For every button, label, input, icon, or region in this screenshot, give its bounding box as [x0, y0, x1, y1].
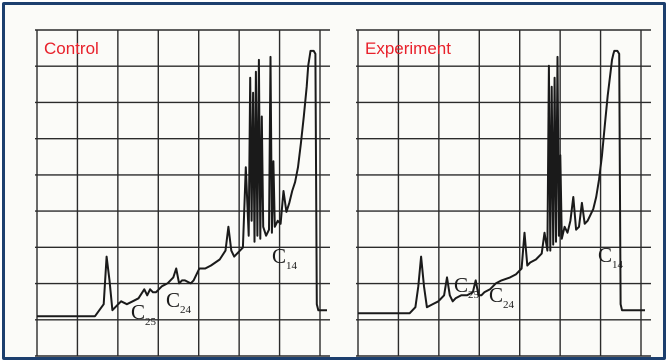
control-title: Control [44, 39, 99, 58]
control-panel: Control C25 C24 C14 [35, 29, 330, 357]
experiment-label-c24: C24 [489, 283, 515, 311]
experiment-panel: Experiment C25 C24 C14 [356, 29, 651, 357]
control-label-c25: C25 [131, 300, 157, 328]
experiment-grid [356, 29, 651, 357]
control-label-c24: C24 [166, 288, 192, 316]
experiment-label-c25: C25 [454, 273, 480, 301]
experiment-trace [358, 49, 645, 315]
experiment-label-c14: C14 [598, 243, 624, 271]
experiment-title: Experiment [365, 39, 451, 58]
control-label-c14: C14 [272, 244, 298, 272]
control-trace [37, 49, 327, 318]
control-grid [35, 29, 330, 357]
